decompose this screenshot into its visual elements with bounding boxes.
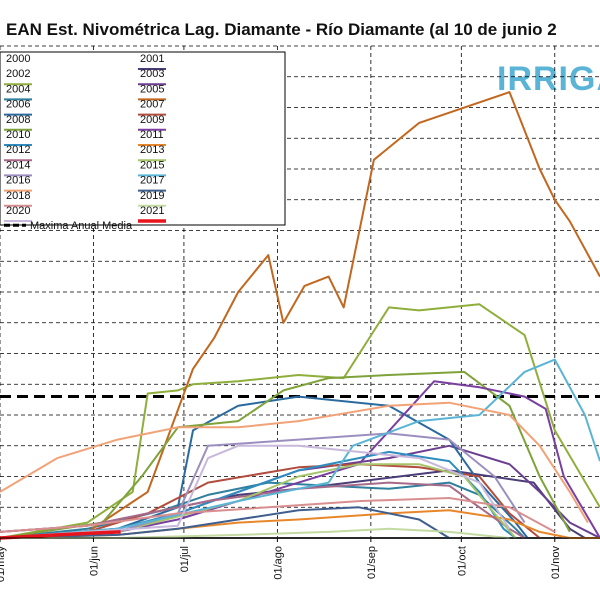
legend: 2000 2001 2002 2003 2004 2005 2006 2007 2008 2009… — [0, 51, 286, 232]
legend-label: 2014 — [6, 159, 30, 171]
x-tick-label: 01/jul — [179, 546, 191, 572]
legend-label: 2001 — [140, 53, 164, 65]
series-line-2021 — [0, 530, 121, 540]
legend-label: 2005 — [140, 83, 164, 95]
legend-label-reference: Maxima Anual Media — [30, 220, 133, 232]
legend-label: 2021 — [140, 205, 164, 217]
series-line-2012 — [0, 481, 526, 539]
x-tick-label: 01/may — [0, 546, 7, 583]
legend-label: 2002 — [6, 68, 30, 80]
x-axis-ticks: 01/may 01/jun 01/jul 01/ago 01/sep 01/oct 01/n… — [0, 537, 600, 583]
legend-label: 2008 — [6, 114, 30, 126]
brand-watermark: IRRIGA — [497, 60, 600, 98]
x-tick-label: 01/nov — [550, 546, 562, 580]
x-tick-label: 01/jun — [88, 546, 100, 576]
legend-label: 2006 — [6, 99, 30, 111]
legend-label: 2015 — [140, 159, 164, 171]
legend-label: 2003 — [140, 68, 164, 80]
series-line-2013 — [0, 463, 517, 539]
series-line-2008 — [0, 370, 571, 539]
legend-label: 2007 — [140, 99, 164, 111]
legend-box — [0, 51, 286, 226]
series-line-2018 — [0, 497, 556, 533]
series-line-2006 — [0, 395, 529, 539]
series-line-2007 — [0, 463, 541, 539]
series-line-2017 — [0, 506, 450, 539]
series-line-2020 — [0, 444, 511, 539]
x-tick-label: 01/sep — [366, 546, 378, 579]
series-line-2015 — [0, 358, 600, 539]
legend-label: 2017 — [140, 175, 164, 187]
legend-label: 2011 — [140, 129, 164, 141]
legend-label: 2000 — [6, 53, 30, 65]
series-line-2016 — [0, 401, 589, 524]
legend-label: 2012 — [6, 144, 30, 156]
chart-title: EAN Est. Nivométrica Lag. Diamante - Río… — [6, 20, 557, 39]
series-line-2009 — [0, 380, 600, 539]
legend-label: 2019 — [140, 190, 164, 202]
legend-label: 2020 — [6, 205, 30, 217]
x-tick-label: 01/ago — [272, 546, 284, 580]
series-line-2002 — [0, 303, 600, 539]
series-line-2005 — [0, 91, 600, 539]
legend-label: 2004 — [6, 83, 30, 95]
legend-label: 2009 — [140, 114, 164, 126]
legend-label: 2013 — [140, 144, 164, 156]
legend-label: 2018 — [6, 190, 30, 202]
legend-label: 2010 — [6, 129, 30, 141]
legend-label: 2016 — [6, 175, 30, 187]
series-line-2014 — [0, 432, 526, 539]
x-tick-label: 01/oct — [456, 546, 468, 576]
